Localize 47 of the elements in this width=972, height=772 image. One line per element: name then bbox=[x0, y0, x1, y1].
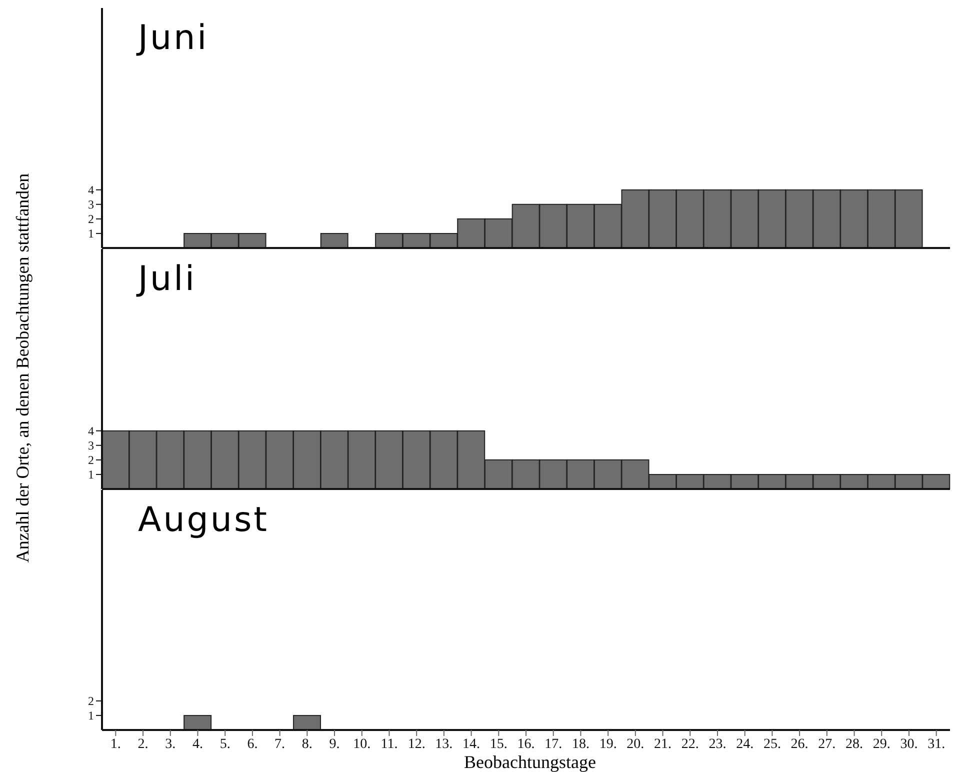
x-tick-label: 18. bbox=[572, 736, 590, 752]
x-tick-label: 31. bbox=[928, 736, 946, 752]
bar bbox=[320, 232, 348, 248]
y-tick-label: 4 bbox=[88, 424, 94, 438]
chart-title: Juli bbox=[138, 259, 196, 299]
y-tick-label: 3 bbox=[88, 198, 94, 212]
x-tick-label: 15. bbox=[490, 736, 508, 752]
x-tick-label: 1. bbox=[110, 736, 121, 752]
x-tick-label: 28. bbox=[846, 736, 864, 752]
x-tick-label: 17. bbox=[544, 736, 562, 752]
y-tick-label: 2 bbox=[88, 694, 94, 708]
x-tick-label: 21. bbox=[654, 736, 672, 752]
x-tick-label: 6. bbox=[247, 736, 258, 752]
x-tick-label: 30. bbox=[900, 736, 918, 752]
x-tick-label: 27. bbox=[818, 736, 836, 752]
y-tick-label: 1 bbox=[88, 226, 94, 241]
y-tick-label: 1 bbox=[88, 708, 94, 723]
y-tick-label: 3 bbox=[88, 438, 94, 453]
chart-title: Juni bbox=[138, 18, 209, 58]
x-tick-label: 9. bbox=[329, 736, 340, 752]
x-tick-label: 14. bbox=[462, 736, 480, 752]
x-tick-label: 11. bbox=[380, 736, 398, 752]
x-tick-label: 8. bbox=[302, 736, 312, 752]
x-tick-label: 7. bbox=[274, 736, 286, 752]
x-tick-label: 10. bbox=[353, 736, 371, 752]
y-tick-label: 1 bbox=[88, 468, 94, 482]
x-tick-label: 4. bbox=[192, 736, 203, 752]
x-tick-label: 2. bbox=[138, 736, 148, 752]
x-tick-label: 22. bbox=[681, 736, 699, 752]
x-tick-label: 20. bbox=[626, 736, 644, 752]
x-tick-label: 25. bbox=[763, 736, 781, 752]
x-axis-title: Beobachtungstage bbox=[463, 752, 597, 772]
y-tick-label: 4 bbox=[88, 183, 94, 198]
y-axis-title: Anzahl der Orte, an denen Beobachtungen stattfanden bbox=[12, 173, 34, 563]
x-tick-label: 3. bbox=[165, 736, 176, 752]
x-tick-label: 5. bbox=[220, 736, 230, 752]
x-tick-label: 24. bbox=[736, 736, 754, 752]
x-tick-label: 16. bbox=[517, 736, 535, 752]
x-tick-label: 13. bbox=[435, 736, 453, 752]
y-tick-label: 2 bbox=[88, 453, 94, 468]
chart-title: August bbox=[138, 500, 269, 540]
x-tick-label: 19. bbox=[599, 736, 617, 752]
x-tick-label: 29. bbox=[872, 736, 890, 752]
x-tick-label: 26. bbox=[790, 736, 808, 752]
x-tick-label: 12. bbox=[408, 736, 426, 752]
x-tick-label: 23. bbox=[708, 736, 726, 752]
y-tick-label: 2 bbox=[88, 212, 94, 226]
